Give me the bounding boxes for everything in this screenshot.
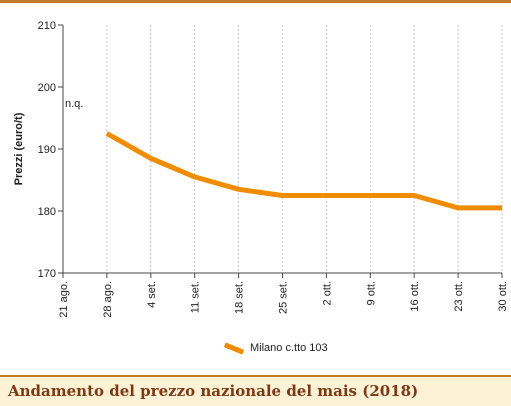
- x-tick-label: 21 ago.: [58, 281, 70, 318]
- series-layer: [105, 131, 503, 211]
- x-tick-label: 23 ott.: [453, 281, 465, 312]
- y-tick-label: 210: [38, 20, 56, 32]
- annotation-nq: n.q.: [65, 98, 83, 110]
- chart-caption: Andamento del prezzo nazionale del mais …: [8, 382, 419, 400]
- legend-swatch: [223, 341, 245, 355]
- y-tick-label: 190: [38, 144, 56, 156]
- grid-layer: [106, 25, 503, 273]
- x-tick-label: 9 ott.: [365, 281, 377, 305]
- line-chart: 170 180 190 200 210 21 ago. 28 ago. 4 set. 11 se…: [13, 20, 509, 318]
- axis-layer: [58, 24, 503, 278]
- x-tick-label: 4 set.: [146, 281, 158, 308]
- y-tick-label: 180: [38, 206, 56, 218]
- x-tick-label: 25 set.: [278, 281, 290, 314]
- x-tick-label: 30 ott.: [497, 281, 509, 312]
- top-rule: [0, 0, 511, 3]
- y-axis-title: Prezzi (euro/t): [13, 112, 25, 185]
- x-tick-label: 16 ott.: [409, 281, 421, 312]
- y-tick-label: 170: [38, 268, 56, 280]
- series-line-milano: [105, 131, 502, 211]
- x-tick-label: 18 set.: [234, 281, 246, 314]
- x-tick-label: 11 set.: [190, 281, 202, 313]
- x-tick-label: 28 ago.: [102, 281, 114, 318]
- y-tick-label: 200: [38, 82, 56, 94]
- x-tick-label: 2 ott.: [321, 281, 333, 305]
- label-layer: 170 180 190 200 210 21 ago. 28 ago. 4 set. 11 se…: [13, 20, 509, 318]
- legend: Milano c.tto 103: [223, 340, 328, 356]
- legend-label: Milano c.tto 103: [250, 342, 328, 354]
- footer-bar: Andamento del prezzo nazionale del mais …: [0, 375, 511, 406]
